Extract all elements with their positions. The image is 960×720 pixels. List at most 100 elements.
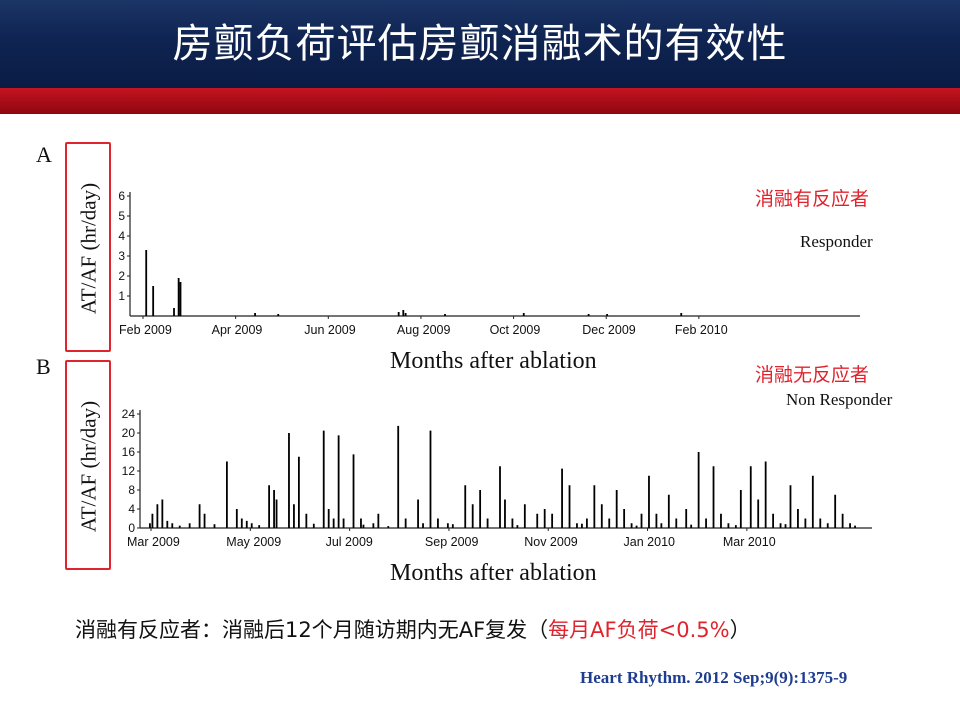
panel-a-annotation-en: Responder bbox=[800, 232, 873, 251]
panel-b-bar bbox=[667, 494, 670, 528]
panel-a-bar bbox=[444, 314, 446, 316]
panel-a-xtick-label: Aug 2009 bbox=[397, 323, 451, 337]
panel-b-bar bbox=[429, 430, 432, 528]
panel-b-bar bbox=[305, 513, 308, 528]
panel-a-bar bbox=[397, 312, 400, 316]
panel-b-bar bbox=[576, 523, 578, 528]
panel-b-xtick-label: Sep 2009 bbox=[425, 535, 479, 549]
panel-b-bar bbox=[764, 461, 767, 528]
panel-b-low-bar bbox=[690, 524, 693, 528]
panel-b-low-bar bbox=[312, 523, 315, 528]
panel-a-xtick-label: Oct 2009 bbox=[490, 323, 541, 337]
panel-b-ytick-label: 24 bbox=[122, 407, 136, 421]
panel-b-bar bbox=[297, 456, 300, 528]
panel-a-ytick-label: 5 bbox=[118, 209, 125, 223]
panel-b-xtick-label: Jan 2010 bbox=[624, 535, 675, 549]
panel-b-bar bbox=[446, 523, 449, 528]
panel-b-bar bbox=[327, 509, 330, 528]
panel-b-ytick-label: 0 bbox=[128, 521, 135, 535]
panel-b-bar bbox=[779, 523, 782, 528]
panel-b-ytick-label: 12 bbox=[122, 464, 136, 478]
panel-b-low-bar bbox=[258, 525, 261, 528]
panel-b-bar bbox=[235, 509, 238, 528]
panel-b-bar bbox=[841, 513, 844, 528]
panel-b-bar bbox=[749, 466, 752, 528]
panel-b-xtick-label: May 2009 bbox=[226, 535, 281, 549]
panel-b-bar bbox=[377, 513, 380, 528]
panel-b-bar bbox=[523, 504, 526, 528]
panel-b-bar bbox=[397, 425, 400, 528]
panel-b-bar bbox=[697, 452, 700, 528]
panel-b-bar bbox=[352, 454, 355, 528]
panel-b-low-bar bbox=[516, 525, 519, 528]
panel-b-bar bbox=[849, 523, 851, 528]
panel-b-bar bbox=[156, 504, 159, 528]
panel-b-bar bbox=[615, 490, 618, 528]
panel-b-bar bbox=[593, 485, 596, 528]
panel-b-ylabel-box bbox=[65, 360, 111, 570]
panel-a-annotation-cn: 消融有反应者 bbox=[755, 188, 870, 210]
footnote-end: ） bbox=[729, 618, 751, 642]
panel-b-bar bbox=[551, 513, 554, 528]
panel-b-bar bbox=[504, 499, 506, 528]
panel-b-bar bbox=[245, 520, 248, 528]
panel-b-bar bbox=[417, 499, 419, 528]
panel-b-bar bbox=[161, 499, 164, 528]
panel-b-bar bbox=[275, 499, 278, 528]
panel-a-bar bbox=[404, 313, 407, 316]
panel-b-annotation-en: Non Responder bbox=[786, 390, 893, 409]
panel-b-bar bbox=[225, 461, 228, 528]
panel-b-bar bbox=[471, 504, 474, 528]
panel-b-bar bbox=[797, 509, 799, 528]
panel-b-ylabel: AT/AF (hr/day) bbox=[76, 400, 101, 533]
panel-b-bar bbox=[834, 494, 837, 528]
panel-b-bar bbox=[273, 490, 275, 528]
citation: Heart Rhythm. 2012 Sep;9(9):1375-9 bbox=[580, 668, 848, 687]
panel-b-ytick-label: 8 bbox=[128, 483, 135, 497]
panel-b-bar bbox=[342, 518, 345, 528]
panel-b-ytick-label: 4 bbox=[128, 502, 135, 516]
panel-a-bar bbox=[606, 314, 609, 316]
panel-a-xtick-label: Dec 2009 bbox=[582, 323, 636, 337]
footnote-main: 消融有反应者：消融后12个月随访期内无AF复发（ bbox=[75, 618, 549, 642]
panel-b-bar bbox=[705, 518, 707, 528]
panel-b-bar bbox=[203, 513, 206, 528]
panel-b-xtick-label: Nov 2009 bbox=[524, 535, 578, 549]
panel-a-xtick-label: Jun 2009 bbox=[304, 323, 355, 337]
panel-b-bar bbox=[188, 523, 191, 528]
panel-b-low-bar bbox=[784, 524, 787, 528]
panel-a-ytick-label: 2 bbox=[118, 269, 125, 283]
panel-a-xtick-label: Feb 2009 bbox=[119, 323, 172, 337]
panel-b-low-bar bbox=[178, 525, 181, 528]
panel-a-ytick-label: 6 bbox=[118, 189, 125, 203]
panel-a-bar bbox=[152, 286, 155, 316]
panel-b-bar bbox=[198, 504, 201, 528]
panel-b-bar bbox=[811, 475, 814, 528]
panel-a-bar bbox=[402, 310, 405, 316]
panel-b-bar bbox=[757, 499, 760, 528]
panel-b-bar bbox=[543, 509, 546, 528]
panel-b-low-bar bbox=[854, 525, 856, 528]
panel-b-bar bbox=[819, 518, 822, 528]
panel-b-low-bar bbox=[362, 524, 365, 528]
panel-b-xtick-label: Jul 2009 bbox=[326, 535, 373, 549]
panel-b-low-bar bbox=[213, 524, 216, 528]
panel-b-bar bbox=[600, 504, 603, 528]
panel-b-bar bbox=[720, 513, 722, 528]
accent-band bbox=[0, 88, 960, 114]
panel-b-bar bbox=[727, 523, 730, 528]
panel-b-low-bar bbox=[387, 526, 390, 528]
panel-b-xtick-label: Mar 2010 bbox=[723, 535, 776, 549]
panel-b-bar bbox=[675, 518, 678, 528]
slide-title: 房颤负荷评估房颤消融术的有效性 bbox=[172, 21, 788, 67]
panel-b-bar bbox=[536, 513, 539, 528]
panel-b-bar bbox=[166, 520, 169, 528]
panel-b-bar bbox=[171, 523, 174, 528]
panel-a-xtick-label: Feb 2010 bbox=[675, 323, 728, 337]
panel-b-bar bbox=[630, 523, 633, 528]
panel-b-xtick-label: Mar 2009 bbox=[127, 535, 180, 549]
panel-b-bar bbox=[322, 430, 325, 528]
panel-b-bar bbox=[499, 466, 501, 528]
panel-b-bar bbox=[372, 523, 375, 528]
panel-a-bar bbox=[179, 282, 182, 316]
